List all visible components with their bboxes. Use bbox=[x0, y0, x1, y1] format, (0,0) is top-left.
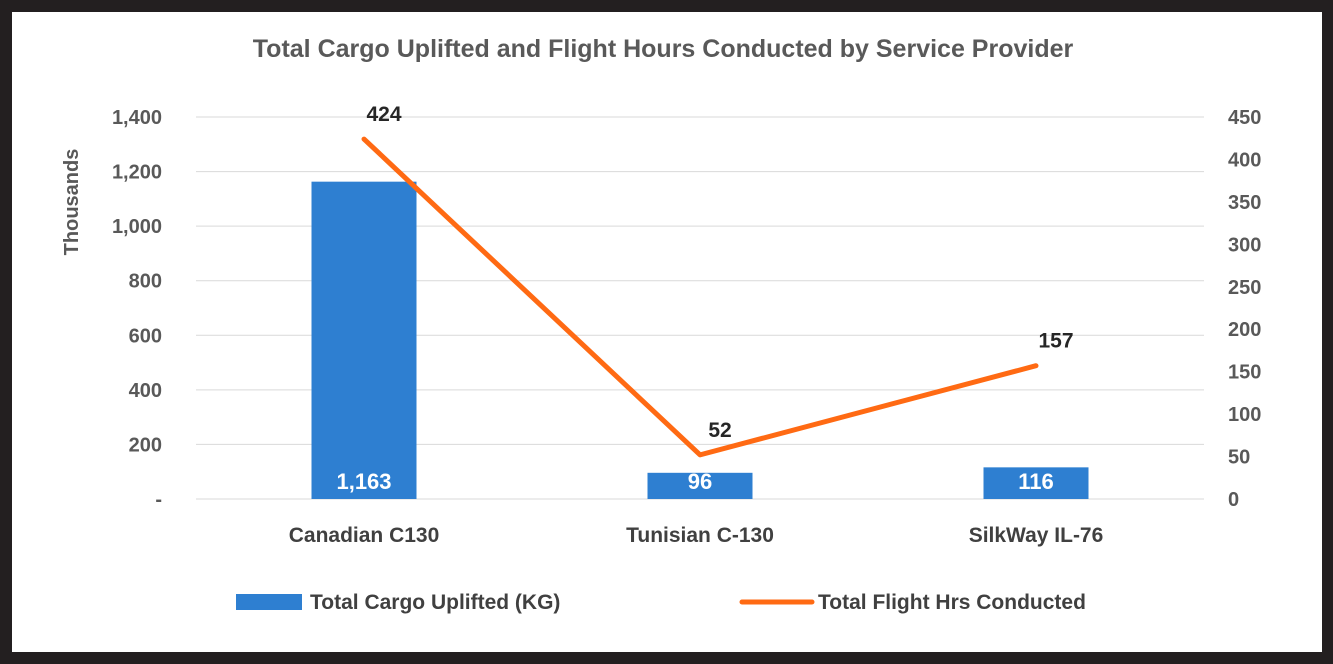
bar-value-label: 1,163 bbox=[336, 469, 391, 494]
chart-frame: Total Cargo Uplifted and Flight Hours Co… bbox=[12, 12, 1322, 652]
left-tick-label: - bbox=[155, 489, 162, 511]
left-axis-title: Thousands bbox=[61, 149, 83, 256]
left-tick-label: 200 bbox=[129, 434, 162, 456]
bar bbox=[311, 181, 417, 499]
bar-value-label: 96 bbox=[688, 469, 712, 494]
left-tick-label: 1,400 bbox=[112, 107, 162, 129]
category-label: SilkWay IL-76 bbox=[969, 524, 1104, 547]
right-tick-label: 300 bbox=[1228, 234, 1261, 256]
left-tick-label: 1,200 bbox=[112, 162, 162, 184]
legend-label: Total Cargo Uplifted (KG) bbox=[310, 591, 560, 614]
right-tick-label: 350 bbox=[1228, 192, 1261, 214]
right-tick-label: 200 bbox=[1228, 319, 1261, 341]
left-tick-label: 600 bbox=[129, 325, 162, 347]
right-tick-label: 0 bbox=[1228, 489, 1239, 511]
right-tick-label: 450 bbox=[1228, 107, 1261, 129]
legend-label: Total Flight Hrs Conducted bbox=[818, 591, 1086, 614]
left-tick-label: 1,000 bbox=[112, 216, 162, 238]
bar-series: 1,163 96 116 bbox=[311, 181, 1089, 499]
legend-swatch-bar bbox=[236, 594, 302, 610]
right-tick-label: 400 bbox=[1228, 149, 1261, 171]
line-value-label: 157 bbox=[1038, 330, 1073, 353]
bar bbox=[983, 467, 1089, 499]
bar bbox=[647, 472, 753, 499]
left-tick-label: 800 bbox=[129, 271, 162, 293]
bar-value-label: 116 bbox=[1018, 469, 1054, 494]
line-value-label: 424 bbox=[366, 103, 401, 126]
line-value-label: 52 bbox=[708, 419, 731, 442]
category-label: Tunisian C-130 bbox=[626, 524, 774, 547]
right-tick-label: 50 bbox=[1228, 447, 1250, 469]
right-tick-label: 100 bbox=[1228, 404, 1261, 426]
category-label: Canadian C130 bbox=[289, 524, 440, 547]
chart-title: Total Cargo Uplifted and Flight Hours Co… bbox=[253, 35, 1074, 63]
right-axis-ticks: 0 50 100 150 200 250 300 350 400 450 bbox=[1228, 107, 1261, 511]
legend: Total Cargo Uplifted (KG) Total Flight Hr… bbox=[236, 591, 1086, 614]
combo-chart: Total Cargo Uplifted and Flight Hours Co… bbox=[61, 35, 1261, 614]
left-tick-label: 400 bbox=[129, 380, 162, 402]
category-labels: Canadian C130 Tunisian C-130 SilkWay IL-76 bbox=[289, 524, 1104, 547]
left-axis-ticks: - 200 400 600 800 1,000 1,200 1,400 bbox=[112, 107, 162, 511]
flight-hours-line bbox=[361, 136, 1039, 458]
right-tick-label: 250 bbox=[1228, 277, 1261, 299]
line-series: 424 52 157 bbox=[361, 103, 1074, 458]
right-tick-label: 150 bbox=[1228, 362, 1261, 384]
